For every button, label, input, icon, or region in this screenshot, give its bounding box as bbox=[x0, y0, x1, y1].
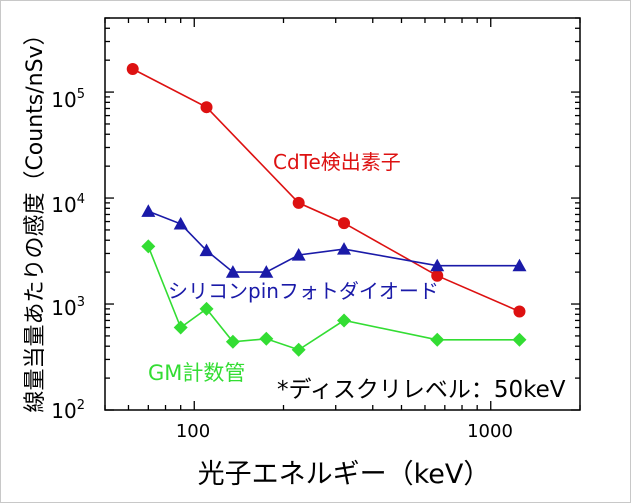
series-si-pin bbox=[141, 204, 527, 278]
data-point bbox=[512, 332, 527, 347]
data-point bbox=[141, 239, 156, 254]
plot-area bbox=[104, 17, 581, 411]
x-axis-label: 光子エネルギー（keV） bbox=[198, 459, 491, 490]
series-gm bbox=[141, 239, 527, 357]
data-point bbox=[126, 63, 139, 76]
data-point bbox=[199, 301, 214, 316]
data-point bbox=[259, 331, 274, 346]
series-layer bbox=[126, 63, 527, 357]
data-point bbox=[337, 313, 352, 328]
data-point bbox=[259, 265, 274, 278]
discriminator-level-annotation: *ディスクリレベル：50keV bbox=[277, 377, 566, 403]
data-point bbox=[337, 242, 352, 255]
series-line-cdte bbox=[132, 68, 520, 313]
data-point bbox=[141, 204, 156, 217]
y-tick-label-10000: 104 bbox=[51, 192, 85, 217]
x-axis-ticks bbox=[104, 18, 581, 410]
x-tick-label-100: 100 bbox=[176, 421, 210, 442]
data-point bbox=[291, 342, 306, 357]
y-tick-label-100000: 105 bbox=[51, 87, 85, 112]
series-label-si-pin: シリコンpinフォトダイオード bbox=[168, 279, 439, 303]
y-axis-label: 線量当量あたりの感度（Counts/nSv） bbox=[23, 23, 48, 412]
x-tick-labels: 100 1000 bbox=[176, 421, 513, 442]
data-point bbox=[173, 216, 188, 230]
data-point bbox=[292, 196, 305, 209]
y-tick-label-100: 102 bbox=[51, 398, 85, 423]
data-point bbox=[430, 332, 445, 347]
y-axis-ticks bbox=[105, 17, 580, 411]
data-point bbox=[430, 258, 445, 272]
data-point bbox=[512, 258, 527, 272]
data-point bbox=[291, 248, 306, 261]
data-point bbox=[513, 305, 526, 318]
data-point bbox=[200, 101, 213, 114]
series-label-cdte: CdTe検出素子 bbox=[273, 150, 401, 174]
data-point bbox=[225, 334, 240, 349]
data-point bbox=[173, 320, 188, 335]
series-label-gm: GM計数管 bbox=[148, 361, 245, 385]
data-point bbox=[225, 265, 240, 278]
y-tick-labels: 102 103 104 105 bbox=[51, 87, 85, 423]
series-line-si-pin bbox=[148, 210, 520, 273]
data-point bbox=[431, 269, 444, 282]
y-tick-label-1000: 103 bbox=[51, 295, 85, 320]
data-point bbox=[338, 217, 351, 230]
data-point bbox=[199, 243, 214, 257]
series-cdte bbox=[126, 63, 526, 318]
x-tick-label-1000: 1000 bbox=[467, 421, 513, 442]
